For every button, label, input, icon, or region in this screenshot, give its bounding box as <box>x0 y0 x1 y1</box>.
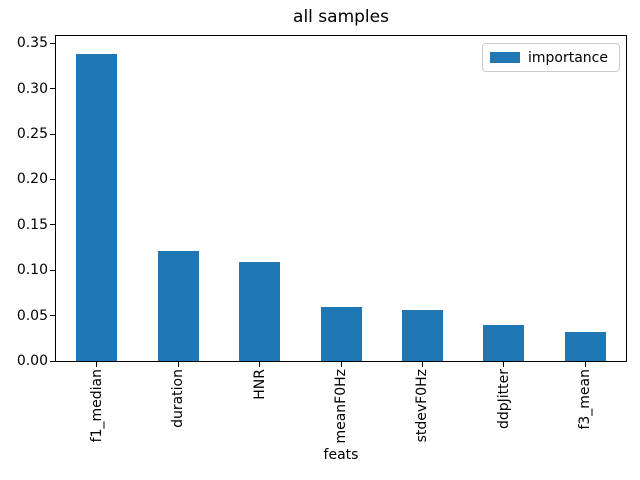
y-tick-mark <box>50 360 55 362</box>
y-tick-label: 0.30 <box>16 80 48 97</box>
legend-label: importance <box>528 49 608 66</box>
legend: importance <box>482 43 620 72</box>
y-tick-mark <box>50 133 55 135</box>
x-tick-mark <box>259 362 261 367</box>
bar-meanF0Hz <box>321 307 362 361</box>
x-tick-label-HNR: HNR <box>251 369 268 400</box>
bar-duration <box>158 251 199 361</box>
x-tick-label-f3_mean: f3_mean <box>577 369 594 430</box>
x-tick-mark <box>503 362 505 367</box>
y-tick-label: 0.05 <box>16 307 48 324</box>
x-axis-label: feats <box>323 447 359 463</box>
bar-ddpJitter <box>483 325 524 361</box>
y-tick-mark <box>50 42 55 44</box>
bar-f1_median <box>76 54 117 361</box>
x-tick-label-meanF0Hz: meanF0Hz <box>333 369 349 444</box>
bar-HNR <box>239 262 280 361</box>
legend-swatch-importance <box>490 52 520 63</box>
y-tick-mark <box>50 88 55 90</box>
plot-area: importance 0.00 0.05 0.10 0.15 0.20 0.25 0.30 0… <box>17 35 627 444</box>
y-tick-mark <box>50 269 55 271</box>
y-tick-label: 0.15 <box>16 216 48 233</box>
y-tick-label: 0.35 <box>16 35 48 52</box>
x-tick-label-ddpJitter: ddpJitter <box>495 369 512 430</box>
x-tick-mark <box>340 362 342 367</box>
bar-f3_mean <box>565 332 606 361</box>
x-tick-label-f1_median: f1_median <box>88 369 105 443</box>
x-tick-mark <box>177 362 179 367</box>
y-tick-label: 0.25 <box>16 126 48 143</box>
y-tick-label: 0.00 <box>16 353 48 369</box>
y-tick-mark <box>50 224 55 226</box>
x-tick-label-stdevF0Hz: stdevF0Hz <box>414 369 431 443</box>
chart-title: all samples <box>293 7 389 27</box>
x-tick-mark <box>421 362 423 367</box>
x-tick-label-duration: duration <box>170 369 187 428</box>
y-tick-mark <box>50 178 55 180</box>
y-tick-label: 0.20 <box>16 171 48 188</box>
x-tick-mark <box>96 362 98 367</box>
x-tick-mark <box>584 362 586 367</box>
bar-stdevF0Hz <box>402 310 443 361</box>
y-tick-label: 0.10 <box>16 262 48 279</box>
y-tick-mark <box>50 315 55 317</box>
